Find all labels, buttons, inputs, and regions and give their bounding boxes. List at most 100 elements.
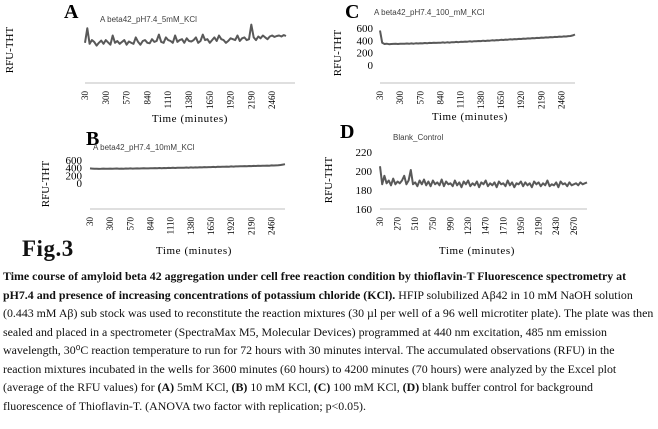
chart-c-x-tick-label: 1110 xyxy=(456,91,466,109)
chart-c-x-tick-label: 1650 xyxy=(496,91,506,110)
chart-c-y-tick-label: 400 xyxy=(357,35,374,47)
chart-c-xlabel: Time (minutes) xyxy=(432,111,508,123)
panel-letter-a: A xyxy=(64,1,79,23)
chart-d-x-tick-label: 2190 xyxy=(534,217,544,236)
chart-b-title: A beta42_pH7.4_10mM_KCl xyxy=(93,143,195,152)
chart-b-x-tick-label: 2460 xyxy=(267,217,277,236)
caption-label-c: (C) xyxy=(313,380,331,394)
chart-d-x-tick-label: 270 xyxy=(393,217,403,231)
chart-b-x-tick-label: 570 xyxy=(125,217,135,231)
chart-d-x-tick-label: 990 xyxy=(446,217,456,231)
chart-c-x-tick-label: 1380 xyxy=(476,91,486,110)
chart-b-x-tick-label: 300 xyxy=(105,217,115,231)
caption-text-c: 100 mM KCl, xyxy=(330,380,403,394)
chart-d-x-tick-label: 510 xyxy=(410,217,420,231)
chart-a-title: A beta42_pH7.4_5mM_KCl xyxy=(100,15,197,24)
chart-a-x-ticks: 30 300 570 840 1110 1380 1650 1920 2190 2460 xyxy=(80,91,277,110)
chart-c-x-tick-label: 300 xyxy=(395,91,405,105)
chart-c-svg: C A beta42_pH7.4_100_mM_KCl RFU-THT Time… xyxy=(332,1,576,123)
chart-d-y-ticks: 160 180 200 220 xyxy=(356,147,373,216)
chart-b-svg: B A beta42_pH7.4_10mM_KCl RFU-THT Time (… xyxy=(40,128,286,257)
chart-d-y-tick-label: 160 xyxy=(356,204,373,216)
chart-d-xlabel: Time (minutes) xyxy=(439,245,515,257)
chart-d-svg: D Blank_Control RFU-THT Time (minutes) 3… xyxy=(323,121,588,257)
chart-c-x-tick-label: 1920 xyxy=(516,91,526,110)
chart-b-x-tick-label: 1110 xyxy=(166,217,176,235)
chart-d-series-line xyxy=(379,166,588,189)
chart-d-title: Blank_Control xyxy=(393,133,443,142)
chart-a-xlabel: Time (minutes) xyxy=(152,113,228,125)
chart-b-xlabel: Time (minutes) xyxy=(156,245,232,257)
chart-b-x-ticks: 30 300 570 840 1110 1380 1650 1920 2190 2460 xyxy=(85,217,277,236)
chart-b-x-tick-label: 840 xyxy=(146,217,156,231)
caption-label-b: (B) xyxy=(231,380,248,394)
panel-letter-d: D xyxy=(340,121,354,143)
chart-a-x-tick-label: 1920 xyxy=(226,91,236,110)
chart-c-y-tick-label: 200 xyxy=(357,48,374,60)
chart-b-y-tick-label: 0 xyxy=(77,178,83,190)
chart-d-x-tick-label: 30 xyxy=(375,217,385,227)
chart-panel-a: A A beta42_pH7.4_5mM_KCl RFU-THT Time (m… xyxy=(0,0,300,125)
chart-c-x-tick-label: 2460 xyxy=(557,91,567,110)
caption-label-a: (A) xyxy=(157,380,175,394)
chart-c-ylabel: RFU-THT xyxy=(332,30,344,77)
chart-a-x-tick-label: 840 xyxy=(142,91,152,105)
chart-b-x-tick-label: 30 xyxy=(85,217,95,227)
chart-a-x-tick-label: 300 xyxy=(101,91,111,105)
chart-c-title: A beta42_pH7.4_100_mM_KCl xyxy=(374,8,485,17)
chart-b-y-tick-label: 400 xyxy=(66,163,83,175)
chart-d-x-tick-label: 1950 xyxy=(516,217,526,236)
chart-b-y-tick-label: 200 xyxy=(66,170,83,182)
chart-d-x-tick-label: 1470 xyxy=(481,217,491,236)
chart-b-x-tick-label: 1650 xyxy=(206,217,216,236)
figure-label: Fig.3 xyxy=(22,236,74,261)
chart-b-y-tick-label: 600 xyxy=(66,155,83,167)
caption-lead: Time course of amyloid beta 42 aggregati… xyxy=(3,269,627,302)
chart-panel-c: C A beta42_pH7.4_100_mM_KCl RFU-THT Time… xyxy=(320,0,620,123)
chart-b-ylabel: RFU-THT xyxy=(40,161,52,208)
figure-caption: Time course of amyloid beta 42 aggregati… xyxy=(3,267,655,415)
panel-letter-c: C xyxy=(345,1,359,23)
chart-d-x-tick-label: 2430 xyxy=(551,217,561,236)
chart-c-x-tick-label: 840 xyxy=(436,91,446,105)
chart-d-x-tick-label: 750 xyxy=(428,217,438,231)
caption-text-d: blank buffer control for background fluo… xyxy=(3,380,593,413)
chart-c-x-tick-label: 2190 xyxy=(536,91,546,110)
chart-c-x-tick-label: 30 xyxy=(375,91,385,101)
chart-a-x-tick-label: 1110 xyxy=(163,91,173,109)
caption-text-b: 10 mM KCl, xyxy=(247,380,314,394)
chart-d-x-tick-label: 1230 xyxy=(463,217,473,236)
chart-d-y-tick-label: 220 xyxy=(356,147,373,159)
chart-a-series-line xyxy=(84,23,287,47)
chart-c-y-tick-label: 0 xyxy=(368,60,374,72)
chart-a-svg: A A beta42_pH7.4_5mM_KCl RFU-THT Time (m… xyxy=(4,1,295,125)
chart-d-y-tick-label: 180 xyxy=(356,185,373,197)
chart-a-x-tick-label: 2460 xyxy=(267,91,277,110)
chart-b-series-line xyxy=(89,163,286,170)
chart-c-x-tick-label: 570 xyxy=(415,91,425,105)
chart-b-x-tick-label: 2190 xyxy=(246,217,256,236)
chart-a-x-tick-label: 2190 xyxy=(246,91,256,110)
chart-d-x-ticks: 30 270 510 750 990 1230 1470 1710 1950 2190 2430 26… xyxy=(375,217,579,236)
chart-a-ylabel: RFU-THT xyxy=(4,27,16,74)
chart-a-x-tick-label: 570 xyxy=(122,91,132,105)
caption-text-a: 5mM KCl, xyxy=(174,380,232,394)
chart-b-x-tick-label: 1380 xyxy=(186,217,196,236)
chart-d-y-tick-label: 200 xyxy=(356,166,373,178)
chart-c-series-line xyxy=(379,30,576,46)
chart-a-x-tick-label: 1650 xyxy=(205,91,215,110)
chart-a-x-tick-label: 1380 xyxy=(184,91,194,110)
caption-label-d: (D) xyxy=(402,380,420,394)
chart-panel-d: D Blank_Control RFU-THT Time (minutes) 3… xyxy=(320,118,620,263)
chart-c-x-ticks: 30 300 570 840 1110 1380 1650 1920 2190 2460 xyxy=(375,91,567,110)
panel-letter-b: B xyxy=(86,128,99,150)
chart-panel-b: B A beta42_pH7.4_10mM_KCl RFU-THT Time (… xyxy=(0,126,300,261)
chart-c-y-tick-label: 600 xyxy=(357,23,374,35)
chart-b-x-tick-label: 1920 xyxy=(226,217,236,236)
chart-a-x-tick-label: 30 xyxy=(80,91,90,101)
caption-body: HFIP solubilized Aβ42 in 10 mM NaOH solu… xyxy=(3,287,654,395)
chart-d-x-tick-label: 1710 xyxy=(498,217,508,236)
chart-d-ylabel: RFU-THT xyxy=(323,157,335,204)
